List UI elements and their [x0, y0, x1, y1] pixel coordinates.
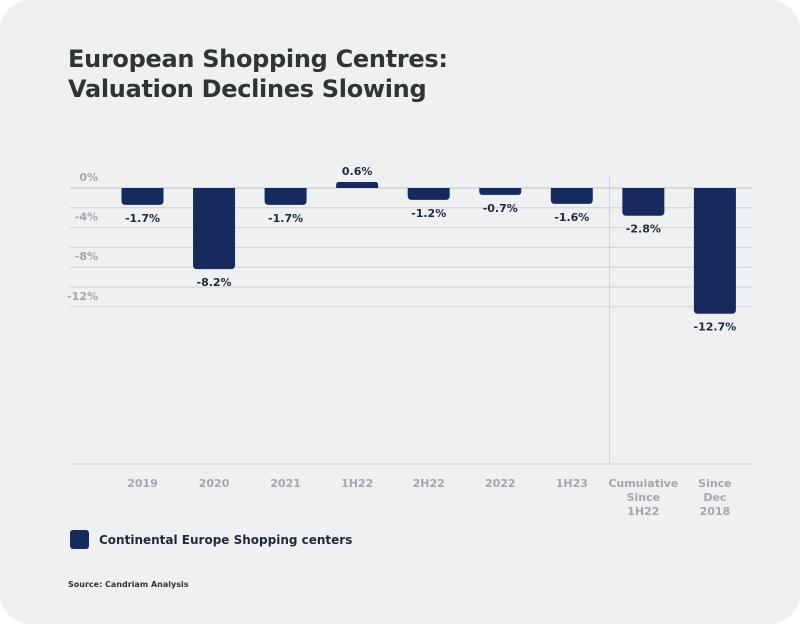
bar — [622, 188, 665, 216]
bar — [121, 188, 164, 205]
bar — [693, 188, 736, 314]
bar — [193, 188, 236, 270]
y-tick-label: -12% — [67, 290, 98, 303]
bar — [336, 182, 379, 188]
source-note: Source: Candriam Analysis — [68, 580, 189, 589]
bar-value-label: -8.2% — [197, 276, 232, 289]
x-tick-label: Dec — [703, 491, 726, 504]
x-tick-label: 2019 — [127, 477, 158, 490]
legend-swatch — [70, 530, 89, 549]
x-tick-label: 1H23 — [556, 477, 588, 490]
bar-value-label: -1.7% — [125, 212, 160, 225]
x-tick-label: 2022 — [485, 477, 516, 490]
x-tick-label: Cumulative — [608, 477, 678, 490]
chart-title-line2: Valuation Declines Slowing — [68, 75, 427, 103]
x-tick-label: Since — [698, 477, 732, 490]
x-tick-label: Since — [627, 491, 661, 504]
legend-label: Continental Europe Shopping centers — [99, 532, 353, 547]
y-tick-label: -4% — [75, 211, 98, 224]
bar-value-label: -2.8% — [626, 223, 661, 236]
bar-value-label: -1.2% — [411, 207, 446, 220]
x-tick-label: 2018 — [700, 505, 731, 518]
bar-value-label: -1.6% — [554, 211, 589, 224]
x-tick-label: 1H22 — [341, 477, 373, 490]
y-tick-label: 0% — [79, 171, 98, 184]
chart-title: European Shopping Centres: Valuation Dec… — [68, 44, 448, 104]
x-tick-label: 1H22 — [627, 505, 659, 518]
x-tick-label: 2020 — [199, 477, 230, 490]
x-tick-label: 2H22 — [413, 477, 445, 490]
bar — [550, 188, 593, 204]
bar-value-label: -0.7% — [483, 202, 518, 215]
bar-value-label: -12.7% — [694, 321, 737, 334]
bar — [479, 188, 522, 195]
legend: Continental Europe Shopping centers — [70, 530, 352, 549]
x-tick-label: 2021 — [270, 477, 301, 490]
y-tick-label: -8% — [75, 250, 98, 263]
bar — [407, 188, 450, 200]
bar — [264, 188, 307, 205]
bar-value-label: 0.6% — [342, 165, 373, 178]
bar-chart: 0% -4% -8% -12% -1.7% 2019 -8.2% 2020 -1.7% 2021 0… — [67, 165, 752, 518]
bar-value-label: -1.7% — [268, 212, 303, 225]
chart-title-line1: European Shopping Centres: — [68, 45, 448, 73]
